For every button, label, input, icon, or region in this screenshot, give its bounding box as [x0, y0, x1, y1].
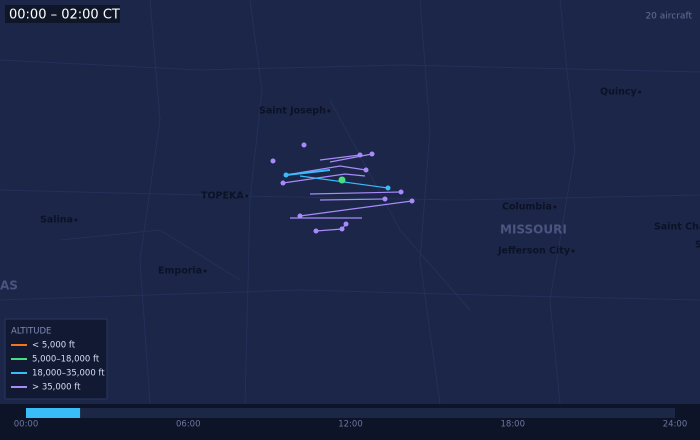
city-label: Columbia — [502, 202, 552, 213]
aircraft-dots — [270, 142, 415, 234]
city-dot — [245, 194, 249, 198]
timeline-tick-label: 00:00 — [14, 420, 39, 430]
track — [319, 198, 386, 201]
timeline: 00:00 06:00 12:00 18:00 24:00 — [14, 408, 688, 430]
aircraft[interactable] — [283, 172, 289, 178]
legend: < 5,000 ft 5,000–18,000 ft 18,000–35,000 f… — [11, 341, 105, 393]
city-label: S — [695, 240, 700, 251]
legend-title: ALTITUDE — [11, 327, 51, 337]
city-dot — [203, 269, 207, 273]
aircraft[interactable] — [363, 167, 369, 173]
time-window-box — [5, 5, 120, 23]
city-dot — [638, 90, 642, 94]
city-label: Salina — [40, 215, 73, 226]
legend-label: > 35,000 ft — [32, 383, 81, 393]
city-dot — [74, 218, 78, 222]
city-label: TOPEKA — [201, 191, 244, 202]
city-label: Saint Cha — [654, 222, 700, 233]
legend-label: 5,000–18,000 ft — [32, 355, 100, 365]
track — [299, 200, 413, 217]
city-label: Saint Joseph — [259, 106, 326, 117]
track — [282, 173, 366, 184]
city-label: AS — [0, 279, 18, 293]
aircraft[interactable] — [398, 189, 404, 195]
aircraft[interactable] — [313, 228, 319, 234]
aircraft[interactable] — [270, 158, 276, 164]
city-label: Quincy — [600, 87, 637, 98]
city-label: Jefferson City — [497, 246, 571, 257]
aircraft[interactable] — [301, 142, 307, 148]
city-label: Emporia — [158, 266, 202, 277]
track — [319, 154, 361, 161]
aircraft[interactable] — [280, 180, 286, 186]
city-dot — [571, 249, 575, 253]
timeline-tick-label: 12:00 — [338, 420, 363, 430]
time-window: 00:00 – 02:00 CT — [9, 8, 120, 23]
track — [309, 191, 402, 195]
map-roads — [0, 0, 700, 405]
aircraft[interactable] — [369, 151, 375, 157]
timeline-tick-label: 24:00 — [663, 420, 688, 430]
aircraft[interactable] — [338, 176, 346, 184]
timeline-tick-label: 06:00 — [176, 420, 201, 430]
timeline-window[interactable] — [26, 408, 81, 418]
aircraft[interactable] — [339, 226, 345, 232]
aircraft[interactable] — [357, 152, 363, 158]
aircraft[interactable] — [409, 198, 415, 204]
aircraft[interactable] — [297, 213, 303, 219]
timeline-track — [26, 408, 675, 418]
aircraft[interactable] — [385, 185, 391, 191]
city-dot — [327, 109, 331, 113]
timeline-tick-label: 18:00 — [501, 420, 526, 430]
city-label: MISSOURI — [500, 223, 567, 237]
aircraft[interactable] — [382, 196, 388, 202]
track — [329, 153, 373, 163]
aircraft[interactable] — [343, 221, 349, 227]
city-dot — [553, 205, 557, 209]
aircraft-count: 20 aircraft — [645, 12, 692, 22]
legend-label: 18,000–35,000 ft — [32, 369, 105, 379]
city-labels: Saint Joseph Quincy TOPEKA Salina Columbia MI… — [0, 87, 700, 293]
track — [285, 169, 331, 176]
legend-label: < 5,000 ft — [32, 341, 76, 351]
